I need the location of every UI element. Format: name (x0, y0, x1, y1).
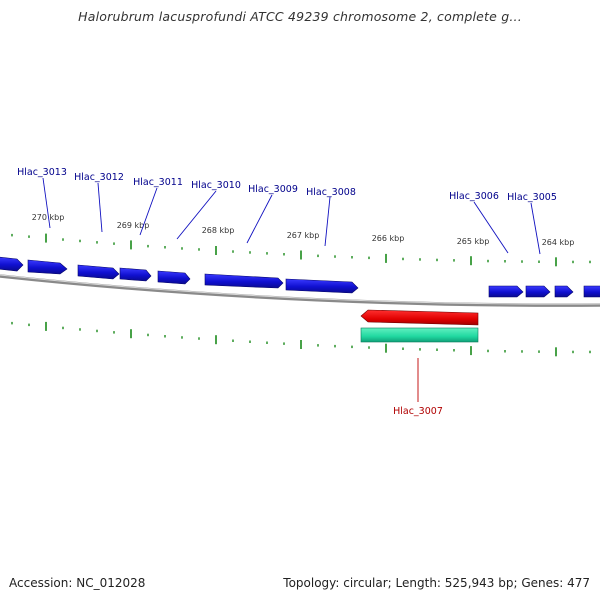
gene-label-hlac-3009[interactable]: Hlac_3009 (248, 184, 298, 195)
gene-arrow[interactable] (285, 278, 359, 294)
scale-labels: 270 kbp 269 kbp 268 kbp 267 kbp 266 kbp … (32, 213, 575, 247)
forward-strand-genes (0, 256, 600, 298)
genome-summary-text: Topology: circular; Length: 525,943 bp; … (283, 576, 590, 590)
outer-scale-ticks (11, 233, 591, 267)
map-title: Halorubrum lacusprofundi ATCC 49239 chro… (78, 9, 522, 24)
gene-arrow[interactable] (525, 285, 551, 298)
gene-label-hlac-3005[interactable]: Hlac_3005 (507, 192, 557, 203)
gene-label-hlac-3006[interactable]: Hlac_3006 (449, 191, 499, 202)
gene-arrow[interactable] (77, 264, 120, 280)
gene-arrow-hlac-3007[interactable] (360, 309, 479, 326)
scale-label: 267 kbp (287, 231, 320, 240)
gene-arrow[interactable] (204, 273, 284, 289)
gene-label-hlac-3010[interactable]: Hlac_3010 (191, 180, 241, 191)
gene-arrow[interactable] (583, 285, 600, 298)
gene-labels: Hlac_3013 Hlac_3012 Hlac_3011 Hlac_3010 … (17, 167, 557, 417)
rna-feature[interactable] (360, 327, 479, 343)
inner-scale-ticks (11, 321, 591, 357)
gene-label-hlac-3007[interactable]: Hlac_3007 (393, 406, 443, 417)
gene-label-hlac-3013[interactable]: Hlac_3013 (17, 167, 67, 178)
scale-label: 269 kbp (117, 221, 150, 230)
genome-backbone-highlight (0, 274, 600, 305)
gene-arrow[interactable] (27, 259, 68, 275)
gene-label-hlac-3011[interactable]: Hlac_3011 (133, 177, 183, 188)
label-leader-lines (42, 177, 541, 402)
scale-label: 266 kbp (372, 234, 405, 243)
scale-label: 270 kbp (32, 213, 65, 222)
gene-arrow[interactable] (488, 285, 524, 298)
gene-label-hlac-3008[interactable]: Hlac_3008 (306, 187, 356, 198)
scale-label: 264 kbp (542, 238, 575, 247)
gene-arrow[interactable] (0, 256, 24, 272)
gene-label-hlac-3012[interactable]: Hlac_3012 (74, 172, 124, 183)
accession-text: Accession: NC_012028 (9, 576, 146, 590)
gene-arrow[interactable] (157, 270, 191, 285)
gene-arrow[interactable] (554, 285, 574, 298)
genome-backbone (0, 274, 600, 307)
gene-arrow[interactable] (119, 267, 152, 282)
scale-label: 265 kbp (457, 237, 490, 246)
scale-label: 268 kbp (202, 226, 235, 235)
